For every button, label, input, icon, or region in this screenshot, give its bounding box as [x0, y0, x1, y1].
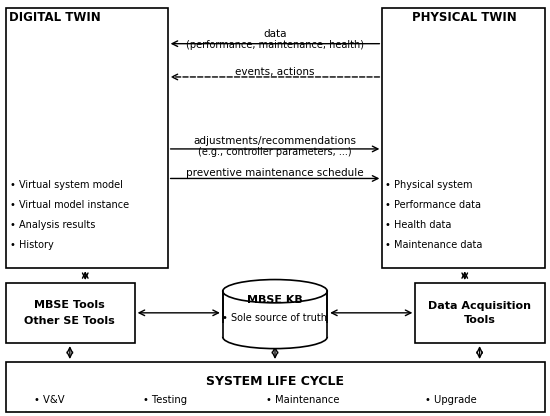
- FancyBboxPatch shape: [6, 8, 168, 268]
- Text: DIGITAL TWIN: DIGITAL TWIN: [9, 11, 101, 25]
- Text: • Performance data: • Performance data: [385, 200, 481, 210]
- Ellipse shape: [223, 280, 327, 303]
- Ellipse shape: [223, 325, 327, 349]
- Text: SYSTEM LIFE CYCLE: SYSTEM LIFE CYCLE: [206, 375, 344, 388]
- FancyBboxPatch shape: [6, 283, 135, 343]
- Text: • Physical system: • Physical system: [385, 180, 472, 190]
- Text: • Upgrade: • Upgrade: [425, 395, 477, 405]
- Text: MBSE KB: MBSE KB: [247, 295, 303, 305]
- Text: Other SE Tools: Other SE Tools: [24, 316, 115, 326]
- Text: • Testing: • Testing: [143, 395, 187, 405]
- Text: (performance, maintenance, health): (performance, maintenance, health): [186, 40, 364, 50]
- Text: • Virtual model instance: • Virtual model instance: [10, 200, 129, 210]
- Text: adjustments/recommendations: adjustments/recommendations: [194, 136, 356, 146]
- FancyBboxPatch shape: [223, 291, 327, 337]
- FancyBboxPatch shape: [382, 8, 544, 268]
- Text: MBSE Tools: MBSE Tools: [35, 300, 105, 310]
- Text: • Virtual system model: • Virtual system model: [10, 180, 123, 190]
- Text: Data Acquisition
Tools: Data Acquisition Tools: [428, 301, 531, 325]
- Text: • Sole source of truth: • Sole source of truth: [223, 313, 327, 323]
- Text: (e.g., controller parameters, ...): (e.g., controller parameters, ...): [198, 147, 352, 157]
- FancyBboxPatch shape: [222, 323, 328, 337]
- Text: events, actions: events, actions: [235, 67, 315, 77]
- Text: • Maintenance data: • Maintenance data: [385, 240, 482, 250]
- Text: PHYSICAL TWIN: PHYSICAL TWIN: [412, 11, 517, 25]
- Text: data: data: [263, 29, 287, 39]
- Text: • History: • History: [10, 240, 54, 250]
- FancyBboxPatch shape: [415, 283, 544, 343]
- FancyBboxPatch shape: [6, 362, 544, 412]
- Text: • Health data: • Health data: [385, 220, 452, 230]
- Text: preventive maintenance schedule: preventive maintenance schedule: [186, 168, 364, 178]
- Text: • Analysis results: • Analysis results: [10, 220, 95, 230]
- Text: • V&V: • V&V: [34, 395, 65, 405]
- Text: • Maintenance: • Maintenance: [266, 395, 339, 405]
